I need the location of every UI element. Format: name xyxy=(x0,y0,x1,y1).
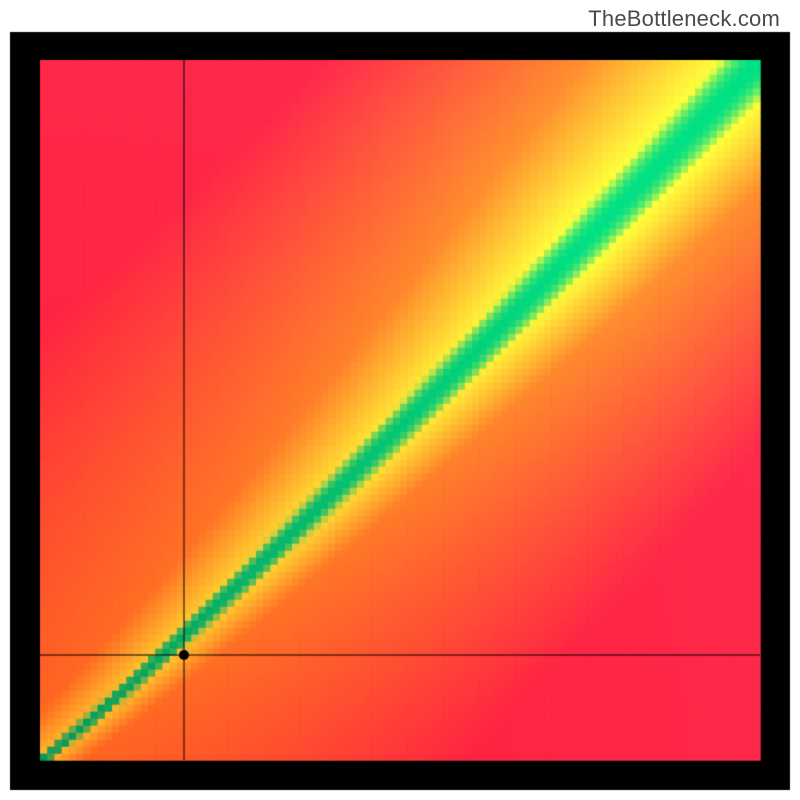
bottleneck-heatmap-container: TheBottleneck.com xyxy=(0,0,800,800)
attribution-text: TheBottleneck.com xyxy=(588,6,780,32)
heatmap-canvas xyxy=(0,0,800,800)
